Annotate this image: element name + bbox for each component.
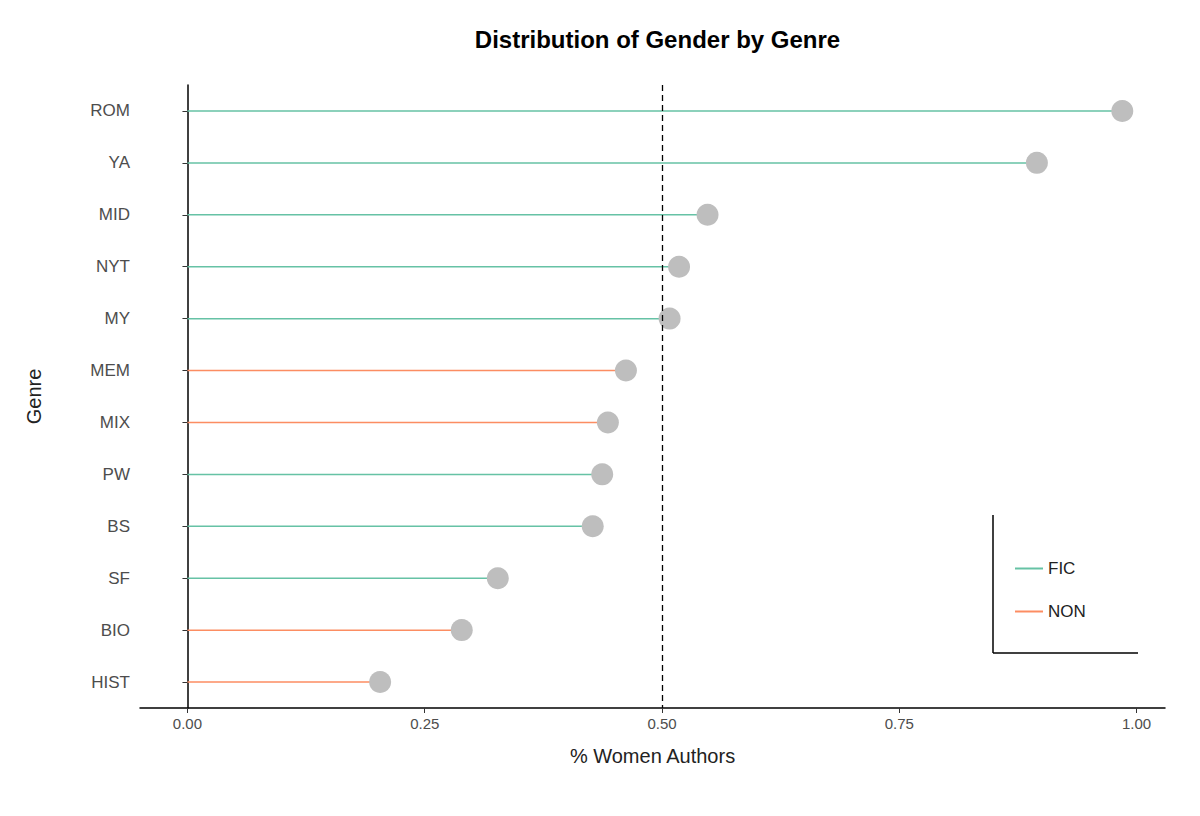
svg-text:HIST: HIST bbox=[91, 673, 130, 692]
svg-text:PW: PW bbox=[103, 465, 130, 484]
svg-text:0.50: 0.50 bbox=[647, 715, 676, 732]
svg-text:BIO: BIO bbox=[101, 621, 130, 640]
svg-text:0.75: 0.75 bbox=[885, 715, 914, 732]
svg-text:MIX: MIX bbox=[100, 413, 130, 432]
svg-text:SF: SF bbox=[108, 569, 130, 588]
svg-text:FIC: FIC bbox=[1048, 559, 1075, 578]
svg-text:0.00: 0.00 bbox=[173, 715, 202, 732]
svg-text:1.00: 1.00 bbox=[1122, 715, 1151, 732]
svg-text:MY: MY bbox=[105, 309, 131, 328]
svg-text:BS: BS bbox=[107, 517, 130, 536]
svg-text:MEM: MEM bbox=[90, 361, 130, 380]
svg-text:NYT: NYT bbox=[96, 257, 130, 276]
svg-text:Distribution of Gender by Genr: Distribution of Gender by Genre bbox=[475, 26, 840, 53]
svg-text:Genre: Genre bbox=[23, 369, 45, 425]
svg-text:MID: MID bbox=[99, 205, 130, 224]
svg-text:YA: YA bbox=[109, 153, 131, 172]
svg-text:% Women Authors: % Women Authors bbox=[570, 745, 735, 767]
svg-text:0.25: 0.25 bbox=[410, 715, 439, 732]
svg-text:ROM: ROM bbox=[90, 101, 130, 120]
svg-text:NON: NON bbox=[1048, 602, 1086, 621]
